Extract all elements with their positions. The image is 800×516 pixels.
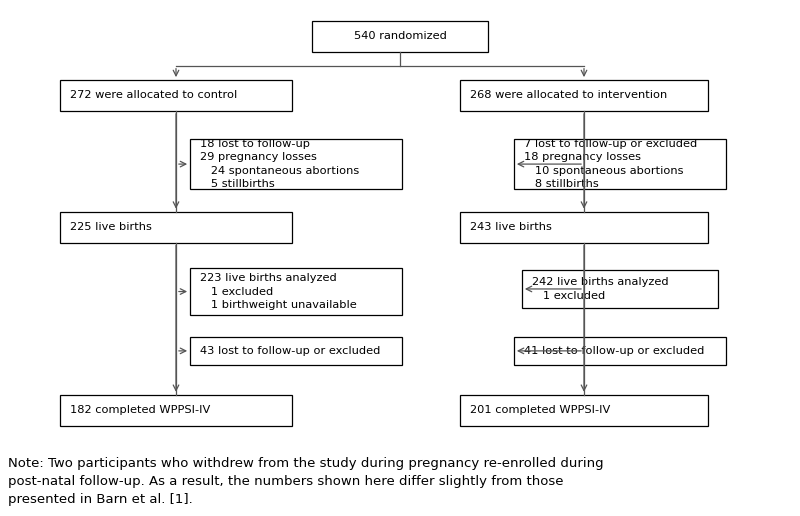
Bar [460,80,708,111]
Text: 268 were allocated to intervention: 268 were allocated to intervention [470,90,667,101]
Text: 43 lost to follow-up or excluded: 43 lost to follow-up or excluded [200,346,380,356]
Bar [190,268,402,315]
Bar [60,395,292,426]
Text: 201 completed WPPSI-IV: 201 completed WPPSI-IV [470,405,610,415]
Text: 243 live births: 243 live births [470,222,551,232]
Text: 182 completed WPPSI-IV: 182 completed WPPSI-IV [70,405,210,415]
Text: 272 were allocated to control: 272 were allocated to control [70,90,237,101]
Text: 18 lost to follow-up
29 pregnancy losses
   24 spontaneous abortions
   5 stillb: 18 lost to follow-up 29 pregnancy losses… [200,139,359,189]
Bar [460,395,708,426]
Text: 242 live births analyzed
   1 excluded: 242 live births analyzed 1 excluded [532,278,668,300]
Text: 7 lost to follow-up or excluded
18 pregnancy losses
   10 spontaneous abortions
: 7 lost to follow-up or excluded 18 pregn… [524,139,697,189]
Bar [60,80,292,111]
Bar [60,212,292,243]
Text: 41 lost to follow-up or excluded: 41 lost to follow-up or excluded [524,346,704,356]
Text: Note: Two participants who withdrew from the study during pregnancy re-enrolled : Note: Two participants who withdrew from… [8,457,604,506]
Text: 540 randomized: 540 randomized [354,31,446,41]
Bar [190,337,402,365]
Bar [460,212,708,243]
Bar [312,21,488,52]
Bar [522,269,718,308]
Text: 223 live births analyzed
   1 excluded
   1 birthweight unavailable: 223 live births analyzed 1 excluded 1 bi… [200,273,356,310]
Bar [514,337,726,365]
Bar [190,139,402,189]
Text: 225 live births: 225 live births [70,222,151,232]
Bar [514,139,726,189]
